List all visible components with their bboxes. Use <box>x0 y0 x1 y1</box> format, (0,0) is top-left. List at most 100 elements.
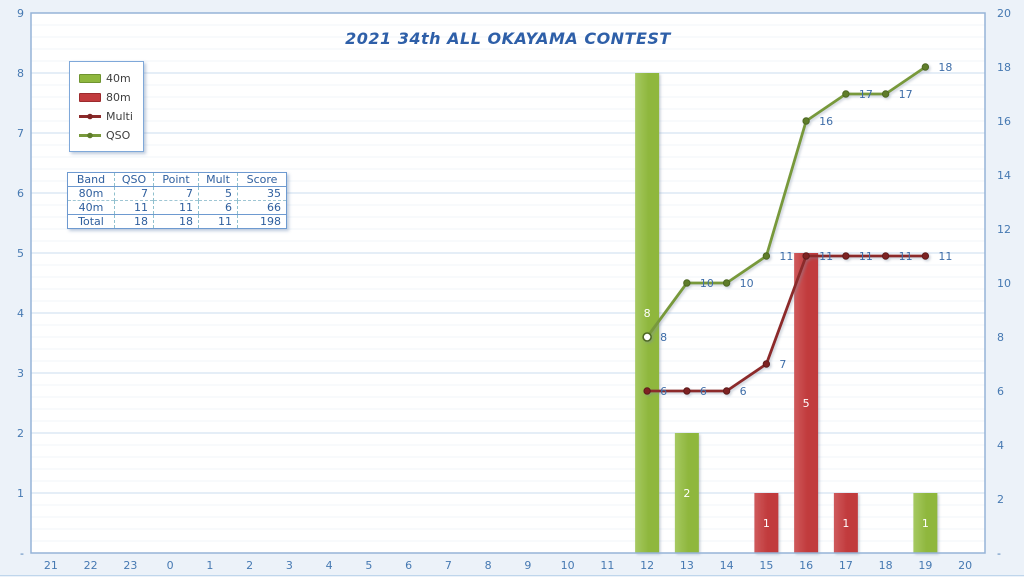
marker-Multi-19 <box>921 252 930 260</box>
x-axis-label-20: 20 <box>958 559 972 572</box>
marker-Multi-18 <box>881 252 890 260</box>
legend-label: QSO <box>106 129 131 142</box>
x-axis-label-10: 10 <box>561 559 575 572</box>
x-axis-label-21: 21 <box>44 559 58 572</box>
x-axis-label-16: 16 <box>799 559 813 572</box>
table-cell: 5 <box>198 186 238 201</box>
x-axis-label-22: 22 <box>84 559 98 572</box>
marker-QSO-15 <box>762 252 771 260</box>
right-axis-label-8: 8 <box>997 331 1004 344</box>
legend-item-Multi: Multi <box>79 107 133 126</box>
bar-80m-16 <box>794 253 819 553</box>
right-axis-label-6: 6 <box>997 385 1004 398</box>
table-header-Score: Score <box>237 172 287 187</box>
right-axis-label-10: 10 <box>997 277 1011 290</box>
point-label-Multi-15: 7 <box>779 358 786 371</box>
point-label-QSO-15: 11 <box>779 250 793 263</box>
marker-QSO-17 <box>842 90 850 98</box>
x-axis-label-11: 11 <box>600 559 614 572</box>
point-label-QSO-12: 8 <box>660 331 667 344</box>
left-axis-label-2: 2 <box>17 427 24 440</box>
point-label-QSO-13: 10 <box>700 277 714 290</box>
plot-border <box>30 12 986 554</box>
table-cell: 40m <box>67 200 115 215</box>
legend-label: 80m <box>106 91 131 104</box>
x-axis-label-18: 18 <box>879 559 893 572</box>
table-header-Point: Point <box>153 172 199 187</box>
right-axis-label-2: 2 <box>997 493 1004 506</box>
legend: 40m 80m Multi QSO <box>69 61 144 152</box>
marker-QSO-13 <box>683 279 691 287</box>
legend-label: Multi <box>106 110 133 123</box>
bar-label-80m-16: 5 <box>803 397 810 410</box>
legend-item-80m: 80m <box>79 88 133 107</box>
gridlines <box>31 24 985 542</box>
point-label-Multi-18: 11 <box>899 250 913 263</box>
marker-Multi-16 <box>802 252 810 260</box>
marker-Multi-13 <box>683 387 691 395</box>
x-axis-label-17: 17 <box>839 559 853 572</box>
right-axis-label-0: - <box>997 547 1001 560</box>
marker-QSO-14 <box>722 279 731 287</box>
marker-Multi-12 <box>643 387 651 395</box>
table-cell: 35 <box>237 186 287 201</box>
left-axis-label-1: 1 <box>17 487 24 500</box>
bars-80m <box>754 253 858 553</box>
legend-swatch-line-icon <box>79 113 101 120</box>
point-label-Multi-19: 11 <box>938 250 952 263</box>
bar-40m-12 <box>635 73 660 553</box>
x-axis-label-19: 19 <box>918 559 932 572</box>
table-cell: 11 <box>198 214 238 229</box>
line-path-Multi <box>645 254 927 393</box>
x-axis-label-7: 7 <box>445 559 452 572</box>
table-row-40m: 40m 11 11 6 66 <box>67 200 287 215</box>
bar-label-40m-12: 8 <box>644 307 651 320</box>
legend-swatch-line-icon <box>79 132 101 139</box>
chart-bottom-edge <box>0 575 1024 576</box>
right-axis-label-16: 16 <box>997 115 1011 128</box>
bar-label-80m-17: 1 <box>842 517 849 530</box>
plot-background <box>31 13 985 553</box>
line-path-QSO <box>645 65 927 339</box>
x-axis-label-8: 8 <box>485 559 492 572</box>
bar-label-40m-13: 2 <box>683 487 690 500</box>
table-cell: 11 <box>114 200 154 215</box>
point-label-Multi-16: 11 <box>819 250 833 263</box>
table-cell: Total <box>67 214 115 229</box>
table-header-row: Band QSO Point Mult Score <box>67 172 287 187</box>
x-axis-label-12: 12 <box>640 559 654 572</box>
x-axis-label-14: 14 <box>720 559 734 572</box>
table-cell: 80m <box>67 186 115 201</box>
marker-Multi-14 <box>722 387 731 395</box>
bar-80m-17 <box>833 493 858 553</box>
right-axis-label-4: 4 <box>997 439 1004 452</box>
right-axis-label-20: 20 <box>997 7 1011 20</box>
x-axis-label-5: 5 <box>365 559 372 572</box>
x-axis-label-6: 6 <box>405 559 412 572</box>
x-axis-label-0: 0 <box>167 559 174 572</box>
point-label-QSO-19: 18 <box>938 61 952 74</box>
point-label-QSO-14: 10 <box>740 277 754 290</box>
point-label-QSO-16: 16 <box>819 115 833 128</box>
bar-40m-13 <box>674 433 699 553</box>
left-axis-label-9: 9 <box>17 7 24 20</box>
right-axis-label-18: 18 <box>997 61 1011 74</box>
left-axis-label-8: 8 <box>17 67 24 80</box>
left-axis-label-7: 7 <box>17 127 24 140</box>
table-cell: 18 <box>153 214 199 229</box>
table-header-QSO: QSO <box>114 172 154 187</box>
marker-QSO-18 <box>881 90 890 98</box>
left-axis-label-0: - <box>20 547 24 560</box>
point-label-QSO-17: 17 <box>859 88 873 101</box>
line-Multi <box>643 252 930 395</box>
legend-swatch-bar-icon <box>79 93 101 102</box>
bars-40m <box>635 73 938 553</box>
x-axis-label-3: 3 <box>286 559 293 572</box>
legend-item-QSO: QSO <box>79 126 133 145</box>
marker-Multi-15 <box>762 360 771 368</box>
marker-Multi-17 <box>842 252 850 260</box>
table-row-80m: 80m 7 7 5 35 <box>67 186 287 201</box>
point-label-QSO-18: 17 <box>899 88 913 101</box>
